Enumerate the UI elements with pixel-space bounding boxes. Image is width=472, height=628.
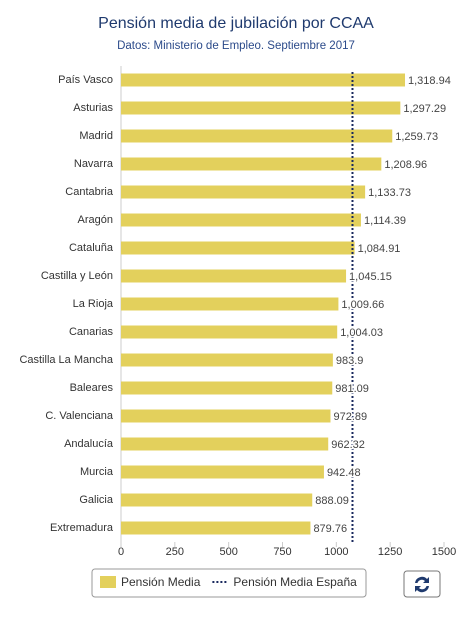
bar — [121, 297, 339, 311]
y-tick-label: Baleares — [70, 382, 114, 394]
value-label: 879.76 — [313, 523, 347, 535]
value-label: 1,084.91 — [358, 243, 401, 255]
x-tick-label: 750 — [273, 546, 291, 558]
x-tick-label: 1250 — [378, 546, 402, 558]
value-label: 1,009.66 — [341, 299, 384, 311]
value-label: 1,133.73 — [368, 187, 411, 199]
bar — [121, 185, 366, 199]
bar — [121, 353, 333, 367]
y-tick-label: Cataluña — [69, 242, 114, 254]
value-label: 1,004.03 — [340, 327, 383, 339]
value-label: 1,114.39 — [364, 215, 406, 227]
bar — [121, 521, 311, 535]
y-tick-label: Andalucía — [64, 438, 114, 450]
refresh-icon[interactable] — [415, 576, 429, 593]
y-tick-label: Asturias — [73, 102, 113, 114]
chart-subtitle: Datos: Ministerio de Empleo. Septiembre … — [117, 40, 355, 52]
value-label: 962.32 — [331, 439, 365, 451]
y-tick-label: C. Valenciana — [45, 410, 114, 422]
legend-label: Pensión Media — [121, 575, 201, 589]
x-tick-label: 250 — [166, 546, 184, 558]
legend-box — [91, 568, 367, 598]
y-tick-label: Aragón — [78, 214, 113, 226]
bar — [121, 437, 329, 451]
y-tick-label: Madrid — [79, 130, 113, 142]
x-tick-label: 0 — [118, 546, 124, 558]
bar — [121, 465, 324, 479]
bar — [121, 325, 338, 339]
value-label: 1,297.29 — [403, 103, 446, 115]
bar — [121, 269, 347, 283]
value-label: 1,259.73 — [395, 131, 438, 143]
x-tick-label: 1000 — [324, 546, 348, 558]
bar — [121, 241, 355, 255]
y-tick-label: Cantabria — [65, 186, 114, 198]
bar — [121, 73, 406, 87]
y-tick-label: Canarias — [69, 326, 114, 338]
y-tick-label: Castilla y León — [41, 270, 113, 282]
bar — [121, 129, 393, 143]
bar — [121, 213, 361, 227]
legend-label: Pensión Media España — [233, 575, 357, 589]
x-tick-label: 500 — [219, 546, 237, 558]
value-label: 1,208.96 — [384, 159, 427, 171]
y-tick-label: Navarra — [74, 158, 114, 170]
y-tick-label: Murcia — [80, 466, 114, 478]
refresh-button-frame[interactable] — [403, 570, 441, 598]
y-tick-label: País Vasco — [58, 74, 113, 86]
bar — [121, 381, 333, 395]
value-label: 981.09 — [335, 383, 369, 395]
y-tick-label: Extremadura — [50, 522, 114, 534]
value-label: 888.09 — [315, 495, 349, 507]
value-label: 1,045.15 — [349, 271, 392, 283]
bar — [121, 493, 313, 507]
bar — [121, 101, 401, 115]
value-label: 942.48 — [327, 467, 361, 479]
legend-swatch — [100, 576, 116, 588]
value-label: 983.9 — [336, 355, 364, 367]
y-tick-label: Galicia — [79, 494, 114, 506]
bar — [121, 157, 382, 171]
refresh-button[interactable] — [403, 570, 441, 598]
bar — [121, 409, 331, 423]
value-label: 1,318.94 — [408, 75, 451, 87]
value-label: 972.89 — [333, 411, 367, 423]
x-tick-label: 1500 — [432, 546, 456, 558]
y-tick-label: Castilla La Mancha — [19, 354, 113, 366]
chart-title: Pensión media de jubilación por CCAA — [98, 15, 374, 32]
y-tick-label: La Rioja — [73, 298, 114, 310]
